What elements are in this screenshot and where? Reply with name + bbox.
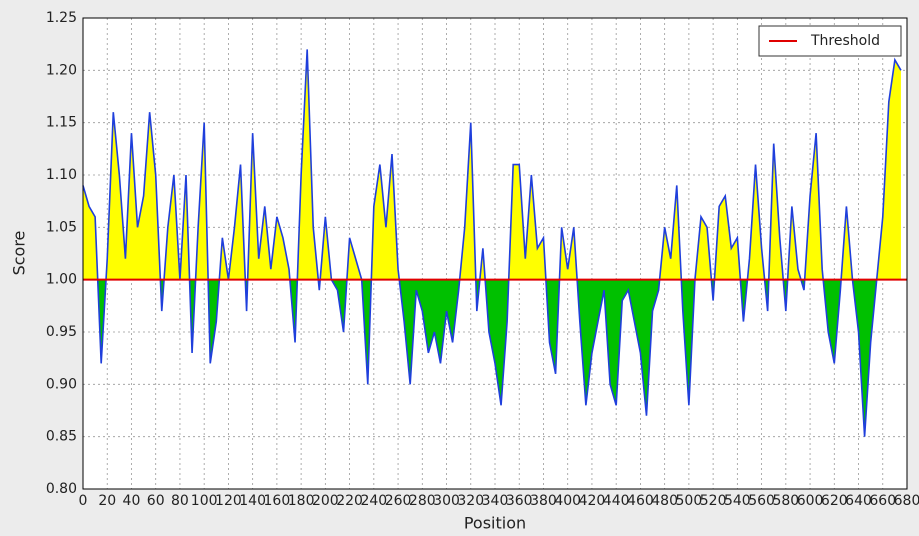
y-tick-label: 1.00 <box>46 272 77 288</box>
x-tick-label: 40 <box>123 493 141 509</box>
x-axis-label: Position <box>464 514 526 533</box>
x-tick-label: 60 <box>147 493 165 509</box>
x-tick-label: 80 <box>171 493 189 509</box>
y-tick-label: 1.10 <box>46 167 77 183</box>
x-tick-label: 580 <box>772 493 799 509</box>
plot-border <box>82 17 908 490</box>
x-tick-label: 280 <box>409 493 436 509</box>
y-tick-label: 1.20 <box>46 62 77 78</box>
x-tick-label: 220 <box>336 493 363 509</box>
x-tick-label: 20 <box>98 493 116 509</box>
y-tick-label: 1.15 <box>46 115 77 131</box>
y-tick-label: 0.80 <box>46 481 77 497</box>
x-tick-label: 500 <box>676 493 703 509</box>
fill-above <box>83 49 901 280</box>
y-tick-label: 1.25 <box>46 10 77 26</box>
x-tick-label: 680 <box>894 493 919 509</box>
x-tick-label: 460 <box>627 493 654 509</box>
x-tick-label: 520 <box>700 493 727 509</box>
x-tick-label: 320 <box>457 493 484 509</box>
x-tick-label: 300 <box>433 493 460 509</box>
x-tick-label: 120 <box>215 493 242 509</box>
x-tick-label: 440 <box>603 493 630 509</box>
x-tick-label: 340 <box>482 493 509 509</box>
x-tick-label: 360 <box>506 493 533 509</box>
x-tick-label: 620 <box>821 493 848 509</box>
x-tick-label: 480 <box>651 493 678 509</box>
x-tick-label: 660 <box>869 493 896 509</box>
legend-label: Threshold <box>810 33 880 49</box>
x-tick-label: 140 <box>239 493 266 509</box>
y-tick-label: 0.95 <box>46 324 77 340</box>
x-tick-label: 540 <box>724 493 751 509</box>
x-tick-label: 240 <box>360 493 387 509</box>
x-tick-label: 640 <box>845 493 872 509</box>
x-tick-label: 0 <box>79 493 88 509</box>
x-tick-label: 200 <box>312 493 339 509</box>
x-tick-label: 160 <box>264 493 291 509</box>
x-tick-label: 560 <box>748 493 775 509</box>
x-tick-label: 100 <box>191 493 218 509</box>
y-tick-label: 0.90 <box>46 376 77 392</box>
x-tick-label: 260 <box>385 493 412 509</box>
x-tick-label: 420 <box>579 493 606 509</box>
x-tick-label: 400 <box>554 493 581 509</box>
x-tick-label: 600 <box>797 493 824 509</box>
y-tick-label: 0.85 <box>46 429 77 445</box>
y-tick-label: 1.05 <box>46 219 77 235</box>
x-tick-label: 180 <box>288 493 315 509</box>
y-axis-label: Score <box>10 231 29 276</box>
x-tick-label: 380 <box>530 493 557 509</box>
fill-below <box>83 279 901 437</box>
